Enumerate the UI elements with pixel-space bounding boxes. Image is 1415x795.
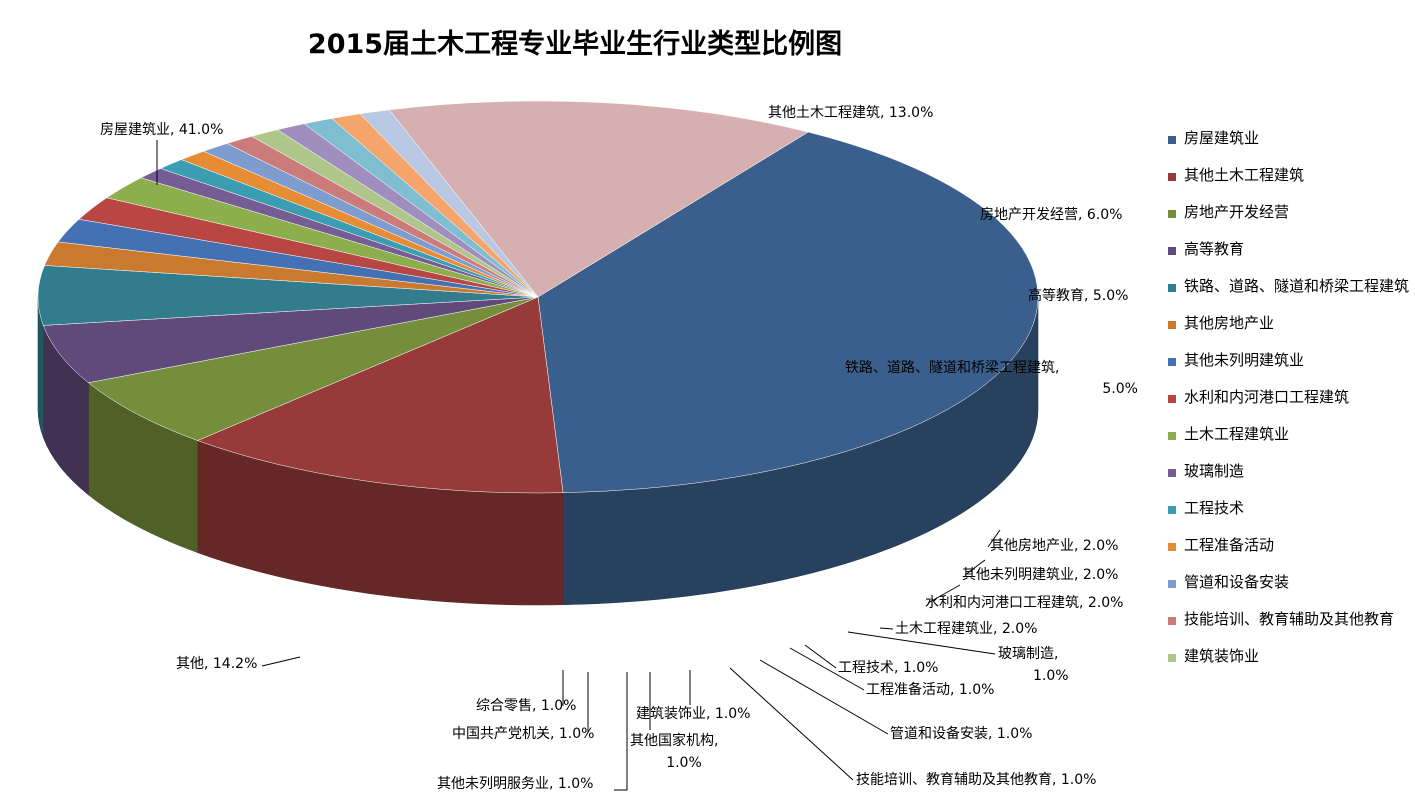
slice-18-data-label: 中国共产党机关, 1.0%	[452, 726, 594, 742]
legend-label: 工程准备活动	[1184, 536, 1275, 554]
chart-title: 2015届土木工程专业毕业生行业类型比例图	[307, 29, 843, 60]
slice-20	[388, 100, 809, 298]
legend-label: 房地产开发经营	[1184, 203, 1290, 221]
slice-12-leader-line	[789, 647, 865, 691]
slice-8-leader-line	[927, 584, 961, 604]
slice-14-leader-line	[729, 667, 854, 781]
slice-6-leader-line	[987, 529, 1001, 548]
legend: 房屋建筑业其他土木工程建筑 房地产开发经营 高等教育铁路、道路、隧道和桥梁工程建筑其…	[1168, 130, 1413, 685]
legend-label: 其他土木工程建筑	[1184, 166, 1305, 184]
slice-17-leader-line	[614, 672, 628, 791]
slice-14-data-label: 技能培训、教育辅助及其他教育, 1.0%	[856, 772, 1096, 788]
slice-9-data-label: 土木工程建筑业, 2.0%	[895, 621, 1037, 637]
legend-swatch	[1168, 506, 1176, 514]
legend-label: 管道和设备安装	[1184, 573, 1290, 591]
legend-item: 土木工程建筑业	[1168, 426, 1413, 463]
legend-swatch	[1168, 136, 1176, 144]
slice-12-data-label: 工程准备活动, 1.0%	[866, 681, 994, 698]
legend-swatch	[1168, 654, 1176, 662]
slice-10-leader-line	[847, 631, 996, 655]
legend-swatch	[1168, 210, 1176, 218]
slice-13-data-label: 管道和设备安装, 1.0%	[890, 725, 1032, 742]
slice-16-data-label: 其他国家机构, 1.0%	[630, 732, 718, 771]
legend-swatch	[1168, 247, 1176, 255]
slice-7-leader-line	[964, 559, 986, 576]
data-labels: 房屋建筑业, 41.0% 其他土木工程建筑, 13.0% 房地产开发经营, 6.0%…	[100, 105, 1138, 792]
legend-item: 建筑装饰业	[1168, 648, 1413, 685]
legend-label: 工程技术	[1184, 499, 1245, 517]
slice-1	[537, 131, 1039, 494]
pie-top	[37, 100, 1039, 494]
pie-sides	[37, 296, 1039, 606]
legend-swatch	[1168, 543, 1176, 551]
slice-11-leader-line	[804, 644, 837, 669]
slice-1-data-label: 房屋建筑业, 41.0%	[100, 122, 223, 138]
slice-5-data-label: 铁路、道路、隧道和桥梁工程建筑,5.0%	[845, 360, 1138, 397]
legend-item: 铁路、道路、隧道和桥梁工程建筑	[1168, 278, 1413, 315]
legend-label: 高等教育	[1184, 240, 1245, 258]
legend-label: 土木工程建筑业	[1184, 425, 1290, 443]
legend-label: 建筑装饰业	[1184, 647, 1260, 665]
legend-item: 管道和设备安装	[1168, 574, 1413, 611]
legend-swatch	[1168, 580, 1176, 588]
slice-2-data-label: 其他土木工程建筑, 13.0%	[768, 105, 933, 121]
slice-17-data-label: 其他未列明服务业, 1.0%	[437, 776, 593, 792]
legend-swatch	[1168, 321, 1176, 329]
slice-20-data-label: 其他, 14.2%	[176, 656, 257, 672]
legend-item: 工程技术	[1168, 500, 1413, 537]
legend-label: 房屋建筑业	[1184, 129, 1260, 147]
slice-13-leader-line	[759, 659, 889, 735]
legend-swatch	[1168, 284, 1176, 292]
slice-6-data-label: 其他房地产业, 2.0%	[990, 538, 1118, 554]
legend-item: 其他房地产业	[1168, 315, 1413, 352]
legend-item: 高等教育	[1168, 241, 1413, 278]
legend-item: 水利和内河港口工程建筑	[1168, 389, 1413, 426]
slice-4-data-label: 高等教育, 5.0%	[1028, 287, 1128, 304]
legend-item: 其他土木工程建筑	[1168, 167, 1413, 204]
legend-swatch	[1168, 617, 1176, 625]
slice-19-data-label: 综合零售, 1.0%	[476, 698, 576, 714]
slice-3-data-label: 房地产开发经营, 6.0%	[980, 207, 1122, 223]
legend-label: 其他未列明建筑业	[1184, 351, 1305, 369]
slice-9-leader-line	[879, 627, 894, 630]
legend-swatch	[1168, 432, 1176, 440]
slice-2	[196, 296, 564, 494]
legend-item: 玻璃制造	[1168, 463, 1413, 500]
slice-15-data-label: 建筑装饰业, 1.0%	[636, 706, 750, 722]
slice-11-data-label: 工程技术, 1.0%	[838, 660, 938, 676]
slice-5	[37, 265, 539, 326]
slice-20-leader-line	[261, 656, 301, 667]
legend-item: 房屋建筑业	[1168, 130, 1413, 167]
legend-item: 其他未列明建筑业	[1168, 352, 1413, 389]
legend-swatch	[1168, 395, 1176, 403]
legend-swatch	[1168, 358, 1176, 366]
legend-swatch	[1168, 173, 1176, 181]
legend-label: 其他房地产业	[1184, 314, 1275, 332]
slice-10-data-label: 玻璃制造, 1.0%	[998, 645, 1069, 684]
legend-label: 水利和内河港口工程建筑	[1184, 388, 1350, 406]
legend-item: 房地产开发经营	[1168, 204, 1413, 241]
slice-7-data-label: 其他未列明建筑业, 2.0%	[962, 567, 1118, 583]
legend-label: 铁路、道路、隧道和桥梁工程建筑	[1184, 277, 1410, 295]
legend-item: 技能培训、教育辅助及其他教育	[1168, 611, 1413, 648]
legend-swatch	[1168, 469, 1176, 477]
legend-item: 工程准备活动	[1168, 537, 1413, 574]
slice-8-data-label: 水利和内河港口工程建筑, 2.0%	[925, 595, 1123, 611]
legend-label: 玻璃制造	[1184, 462, 1245, 480]
legend-label: 技能培训、教育辅助及其他教育	[1184, 610, 1395, 628]
slice-3	[87, 296, 539, 441]
leader-lines	[156, 140, 1001, 791]
